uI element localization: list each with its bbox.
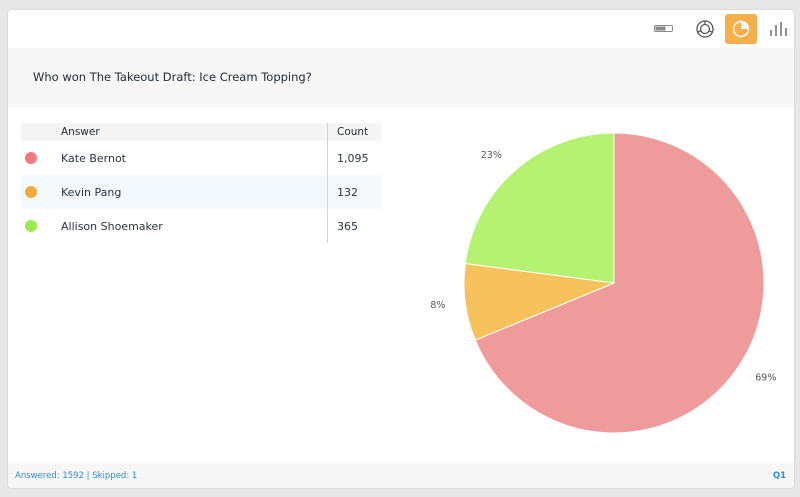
answered-value: 1592 [62,471,84,481]
table-header-row: Answer Count [21,123,381,141]
count-cell: 365 [327,209,381,243]
skipped-label: Skipped: [92,471,130,481]
skipped-value: 1 [131,471,138,481]
donut-icon [696,20,714,38]
table-row: Kate Bernot 1,095 [21,141,381,175]
series-color-dot [25,152,37,164]
pie-data-label: 23% [481,150,502,161]
results-table: Answer Count Kate Bernot 1,095 Kevin Pan… [21,123,381,243]
question-bar: Who won The Takeout Draft: Ice Cream Top… [8,48,794,108]
header-answer: Answer [61,123,328,141]
footer: Answered: 1592 | Skipped: 1 Q1 [8,462,794,488]
answer-cell: Kate Bernot [61,151,126,165]
bar-chart-icon [770,22,787,36]
count-cell: 1,095 [327,141,381,175]
pie-data-label: 69% [755,373,776,384]
series-color-dot [25,220,37,232]
count-cell: 132 [327,175,381,209]
header-count: Count [327,123,381,141]
answer-cell: Kevin Pang [61,175,328,209]
pie-data-label: 8% [430,300,445,311]
header-color-cell [21,123,61,141]
toggle-icon [654,25,673,32]
stats-separator: | [86,471,90,481]
question-number[interactable]: Q1 [772,471,786,481]
toolbar [8,10,794,48]
table-row: Allison Shoemaker 365 [21,209,381,243]
pie-slice-kate-bernot[interactable] [474,132,765,434]
series-color-dot [25,186,37,198]
pie-chart-icon [732,20,750,38]
answer-stats: Answered: 1592 | Skipped: 1 [15,471,137,481]
pie-slice-allison-shoemaker[interactable] [464,132,615,284]
table-row: Kevin Pang 132 [21,175,381,209]
answer-cell: Allison Shoemaker [61,219,163,233]
toggle-view-button[interactable] [648,14,680,44]
bar-view-button[interactable] [762,14,794,44]
donut-view-button[interactable] [689,14,721,44]
pie-view-button[interactable] [725,14,757,44]
pie-chart: 69% 8% 23% [430,132,776,434]
question-title: Who won The Takeout Draft: Ice Cream Top… [33,70,312,84]
results-card: Who won The Takeout Draft: Ice Cream Top… [8,10,794,488]
answered-label: Answered: [15,471,60,481]
